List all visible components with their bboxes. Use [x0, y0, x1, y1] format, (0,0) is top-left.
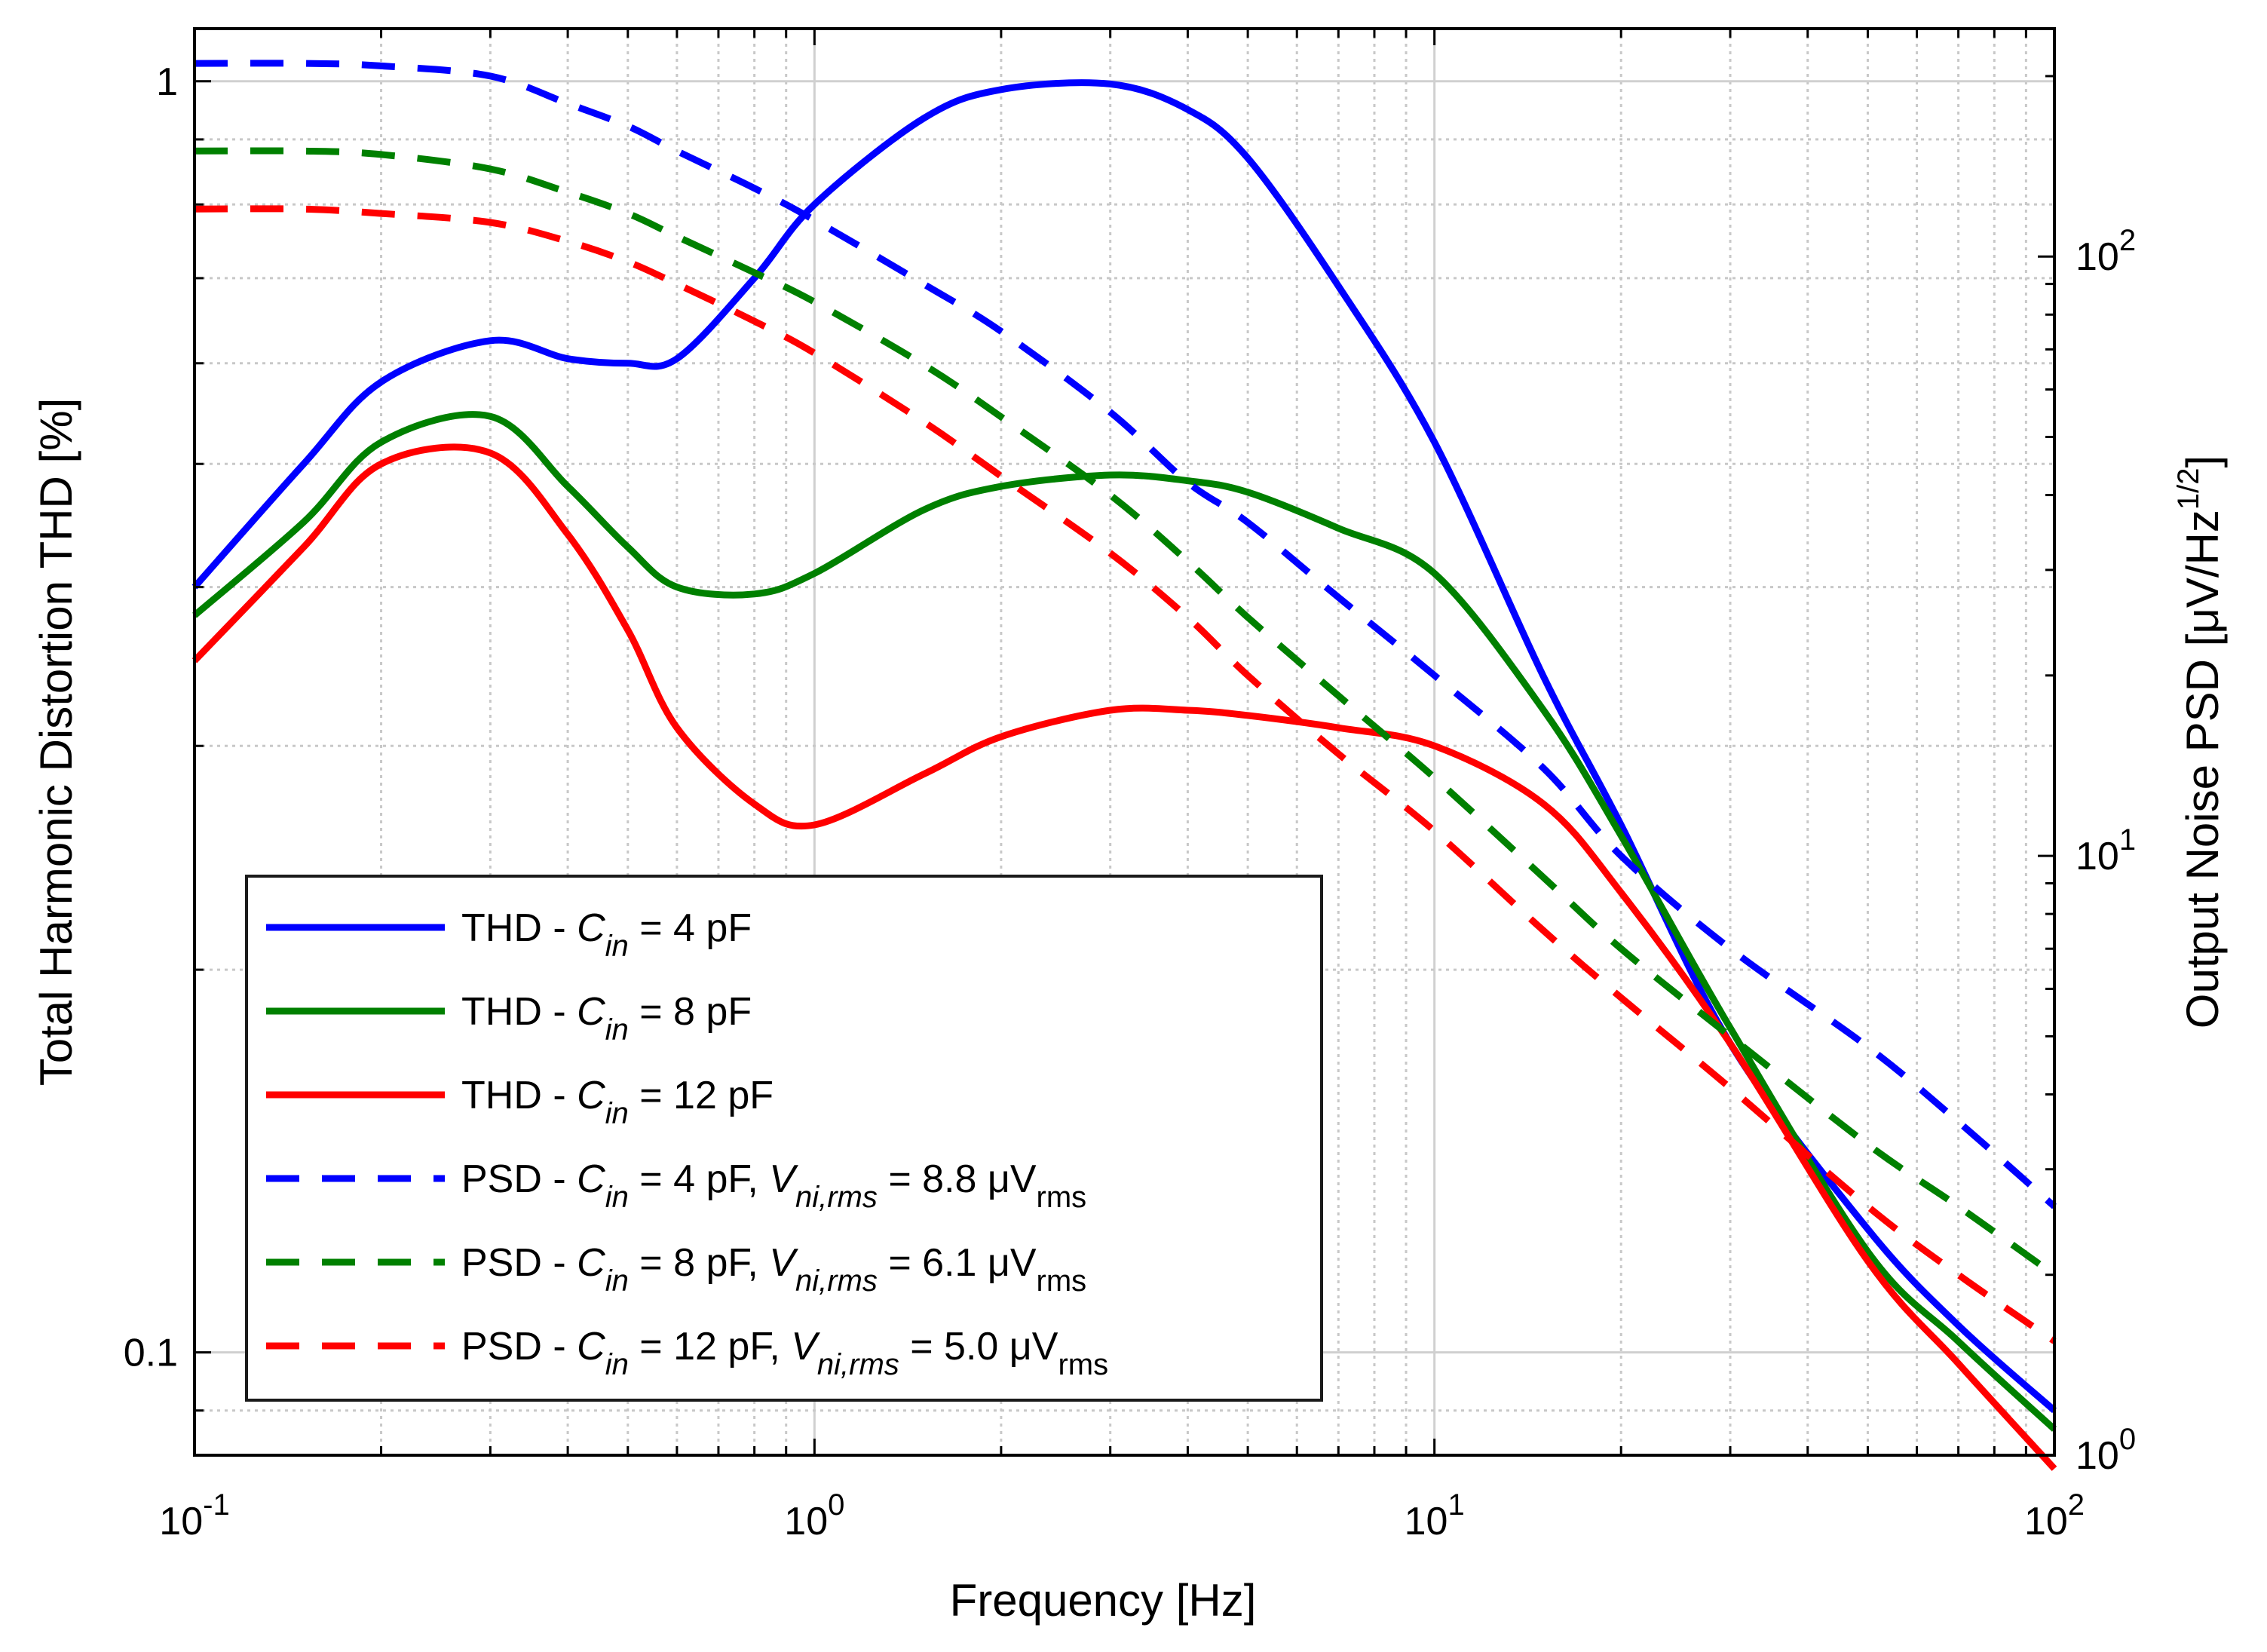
- legend-label: THD - Cin = 8 pF: [461, 990, 752, 1047]
- legend-label-prefix: PSD -: [461, 1241, 577, 1285]
- x-tick-label-base: 10: [159, 1500, 203, 1543]
- x-tick-label: 100: [784, 1488, 844, 1543]
- x-tick-label-base: 10: [1405, 1500, 1448, 1543]
- legend-label: PSD - Cin = 8 pF, Vni,rms = 6.1 μVrms: [461, 1241, 1086, 1298]
- plot-frame: [193, 27, 2056, 1457]
- y-right-axis-label: Output Noise PSD [μV/Hz1/2]: [2172, 455, 2228, 1028]
- legend-value2: = 8.8 μV: [878, 1157, 1037, 1201]
- legend-symbol2-sub: ni,rms: [795, 1181, 878, 1214]
- legend-symbol-sub: in: [605, 1264, 629, 1298]
- legend-value: = 4 pF,: [629, 1157, 769, 1201]
- y-left-tick-label: 0.1: [124, 1332, 178, 1375]
- x-tick-label-exp: -1: [203, 1488, 230, 1522]
- legend-symbol2-sub: ni,rms: [795, 1264, 878, 1298]
- legend-unit-sub: rms: [1037, 1264, 1087, 1298]
- legend-label: PSD - Cin = 4 pF, Vni,rms = 8.8 μVrms: [461, 1157, 1086, 1214]
- y-right-tick-label-base: 10: [2076, 1434, 2119, 1478]
- legend-value: = 4 pF: [629, 906, 752, 950]
- y-right-tick-label-exp: 1: [2119, 823, 2136, 857]
- legend-symbol-sub: in: [605, 1097, 629, 1130]
- x-tick-label: 102: [2024, 1488, 2085, 1543]
- x-tick-label-exp: 0: [828, 1488, 844, 1522]
- y-right-tick-label: 101: [2076, 823, 2136, 878]
- y-right-tick-label: 100: [2076, 1423, 2136, 1478]
- x-tick-label: 10-1: [159, 1488, 229, 1543]
- legend-value2: = 6.1 μV: [878, 1241, 1037, 1285]
- legend-box: [245, 875, 1323, 1402]
- legend-symbol: C: [577, 990, 605, 1034]
- thd-curve: THD - Cin = 12 pF: [191, 443, 2057, 1471]
- y-right-tick-label-exp: 2: [2119, 224, 2136, 257]
- y-right-axis-label-end: ]: [2177, 455, 2228, 468]
- y-left-axis-label: Total Harmonic Distortion THD [%]: [31, 398, 81, 1086]
- x-tick-label-base: 10: [2024, 1500, 2068, 1543]
- legend-symbol2: V: [769, 1157, 798, 1201]
- legend-unit-sub: rms: [1037, 1181, 1087, 1214]
- y-right-tick-label: 102: [2076, 224, 2136, 279]
- legend-symbol-sub: in: [605, 1013, 629, 1047]
- x-tick-label-base: 10: [784, 1500, 828, 1543]
- legend-label-prefix: THD -: [461, 906, 577, 950]
- x-axis-label: Frequency [Hz]: [950, 1575, 1257, 1626]
- y-right-tick-label-base: 10: [2076, 235, 2119, 279]
- legend-value2: = 5.0 μV: [899, 1325, 1058, 1368]
- legend-label: PSD - Cin = 12 pF, Vni,rms = 5.0 μVrms: [461, 1325, 1108, 1381]
- x-tick-label: 101: [1405, 1488, 1465, 1543]
- y-left-tick-label: 1: [156, 60, 178, 104]
- legend-label-prefix: PSD -: [461, 1157, 577, 1201]
- legend-value: = 12 pF: [629, 1074, 774, 1117]
- psd-curve: PSD - Cin = 8 pF, Vni,rms = 6.1 μVrms: [194, 147, 2057, 1278]
- legend-value: = 8 pF: [629, 990, 752, 1034]
- legend-value: = 12 pF,: [629, 1325, 791, 1368]
- legend-symbol2: V: [791, 1325, 820, 1368]
- legend-symbol-sub: in: [605, 1181, 629, 1214]
- legend-label-prefix: THD -: [461, 990, 577, 1034]
- legend-symbol: C: [577, 1157, 605, 1201]
- legend-symbol: C: [577, 1325, 605, 1368]
- legend-value: = 8 pF,: [629, 1241, 769, 1285]
- psd-curve: PSD - Cin = 4 pF, Vni,rms = 8.8 μVrms: [194, 60, 2057, 1209]
- y-right-tick-label-exp: 0: [2119, 1423, 2136, 1456]
- y-right-tick-label-base: 10: [2076, 835, 2119, 878]
- legend-symbol: C: [577, 1074, 605, 1117]
- x-tick-label-exp: 2: [2068, 1488, 2085, 1522]
- legend-symbol: C: [577, 906, 605, 950]
- legend-symbol-sub: in: [605, 1348, 629, 1381]
- x-tick-label-exp: 1: [1448, 1488, 1464, 1522]
- legend-label: THD - Cin = 4 pF: [461, 906, 752, 963]
- legend-symbol: C: [577, 1241, 605, 1285]
- y-right-axis-label-base: Output Noise PSD [μV/Hz: [2177, 510, 2228, 1028]
- legend-label-prefix: PSD -: [461, 1325, 577, 1368]
- legend-label-prefix: THD -: [461, 1074, 577, 1117]
- axis-ticks: [195, 29, 2054, 1457]
- legend-unit-sub: rms: [1058, 1348, 1108, 1381]
- psd-curve: PSD - Cin = 12 pF, Vni,rms = 5.0 μVrms: [194, 205, 2057, 1344]
- legend-symbol-sub: in: [605, 930, 629, 963]
- legend-symbol2-sub: ni,rms: [817, 1348, 899, 1381]
- legend-symbol2: V: [769, 1241, 798, 1285]
- thd-curve: THD - Cin = 8 pF: [192, 411, 2057, 1432]
- y-right-axis-label-sup: 1/2: [2172, 467, 2205, 510]
- legend-label: THD - Cin = 12 pF: [461, 1074, 774, 1130]
